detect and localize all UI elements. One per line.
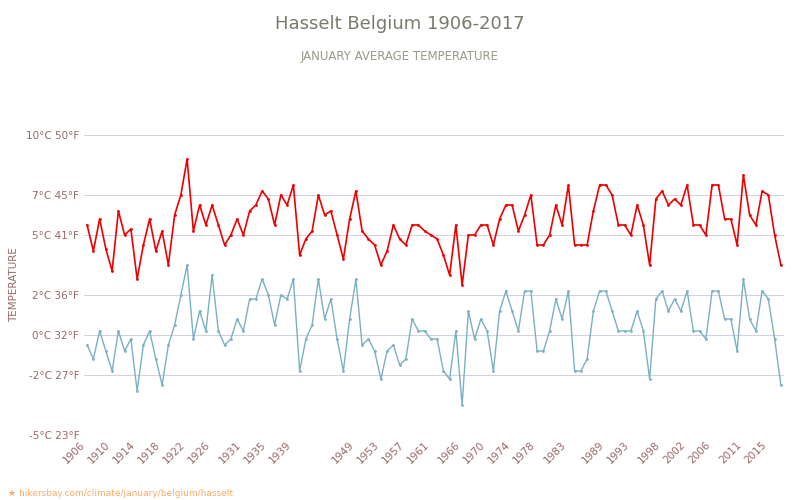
NIGHT xyxy=(82,342,92,348)
NIGHT xyxy=(763,296,773,302)
DAY xyxy=(332,232,342,238)
DAY xyxy=(763,192,773,198)
DAY xyxy=(482,222,492,228)
Text: JANUARY AVERAGE TEMPERATURE: JANUARY AVERAGE TEMPERATURE xyxy=(301,50,499,63)
NIGHT xyxy=(632,308,642,314)
DAY xyxy=(82,222,92,228)
DAY xyxy=(632,202,642,208)
NIGHT xyxy=(595,288,605,294)
NIGHT xyxy=(482,328,492,334)
Text: ★ hikersbay.com/climate/january/belgium/hasselt: ★ hikersbay.com/climate/january/belgium/… xyxy=(8,488,233,498)
DAY xyxy=(182,156,192,162)
Line: DAY: DAY xyxy=(86,158,782,286)
Y-axis label: TEMPERATURE: TEMPERATURE xyxy=(9,248,19,322)
NIGHT xyxy=(332,336,342,342)
DAY xyxy=(776,262,786,268)
DAY xyxy=(458,282,467,288)
DAY xyxy=(563,182,573,188)
NIGHT xyxy=(776,382,786,388)
NIGHT xyxy=(563,288,573,294)
Text: Hasselt Belgium 1906-2017: Hasselt Belgium 1906-2017 xyxy=(275,15,525,33)
DAY xyxy=(595,182,605,188)
NIGHT xyxy=(182,262,192,268)
Line: NIGHT: NIGHT xyxy=(86,264,782,406)
NIGHT xyxy=(458,402,467,408)
